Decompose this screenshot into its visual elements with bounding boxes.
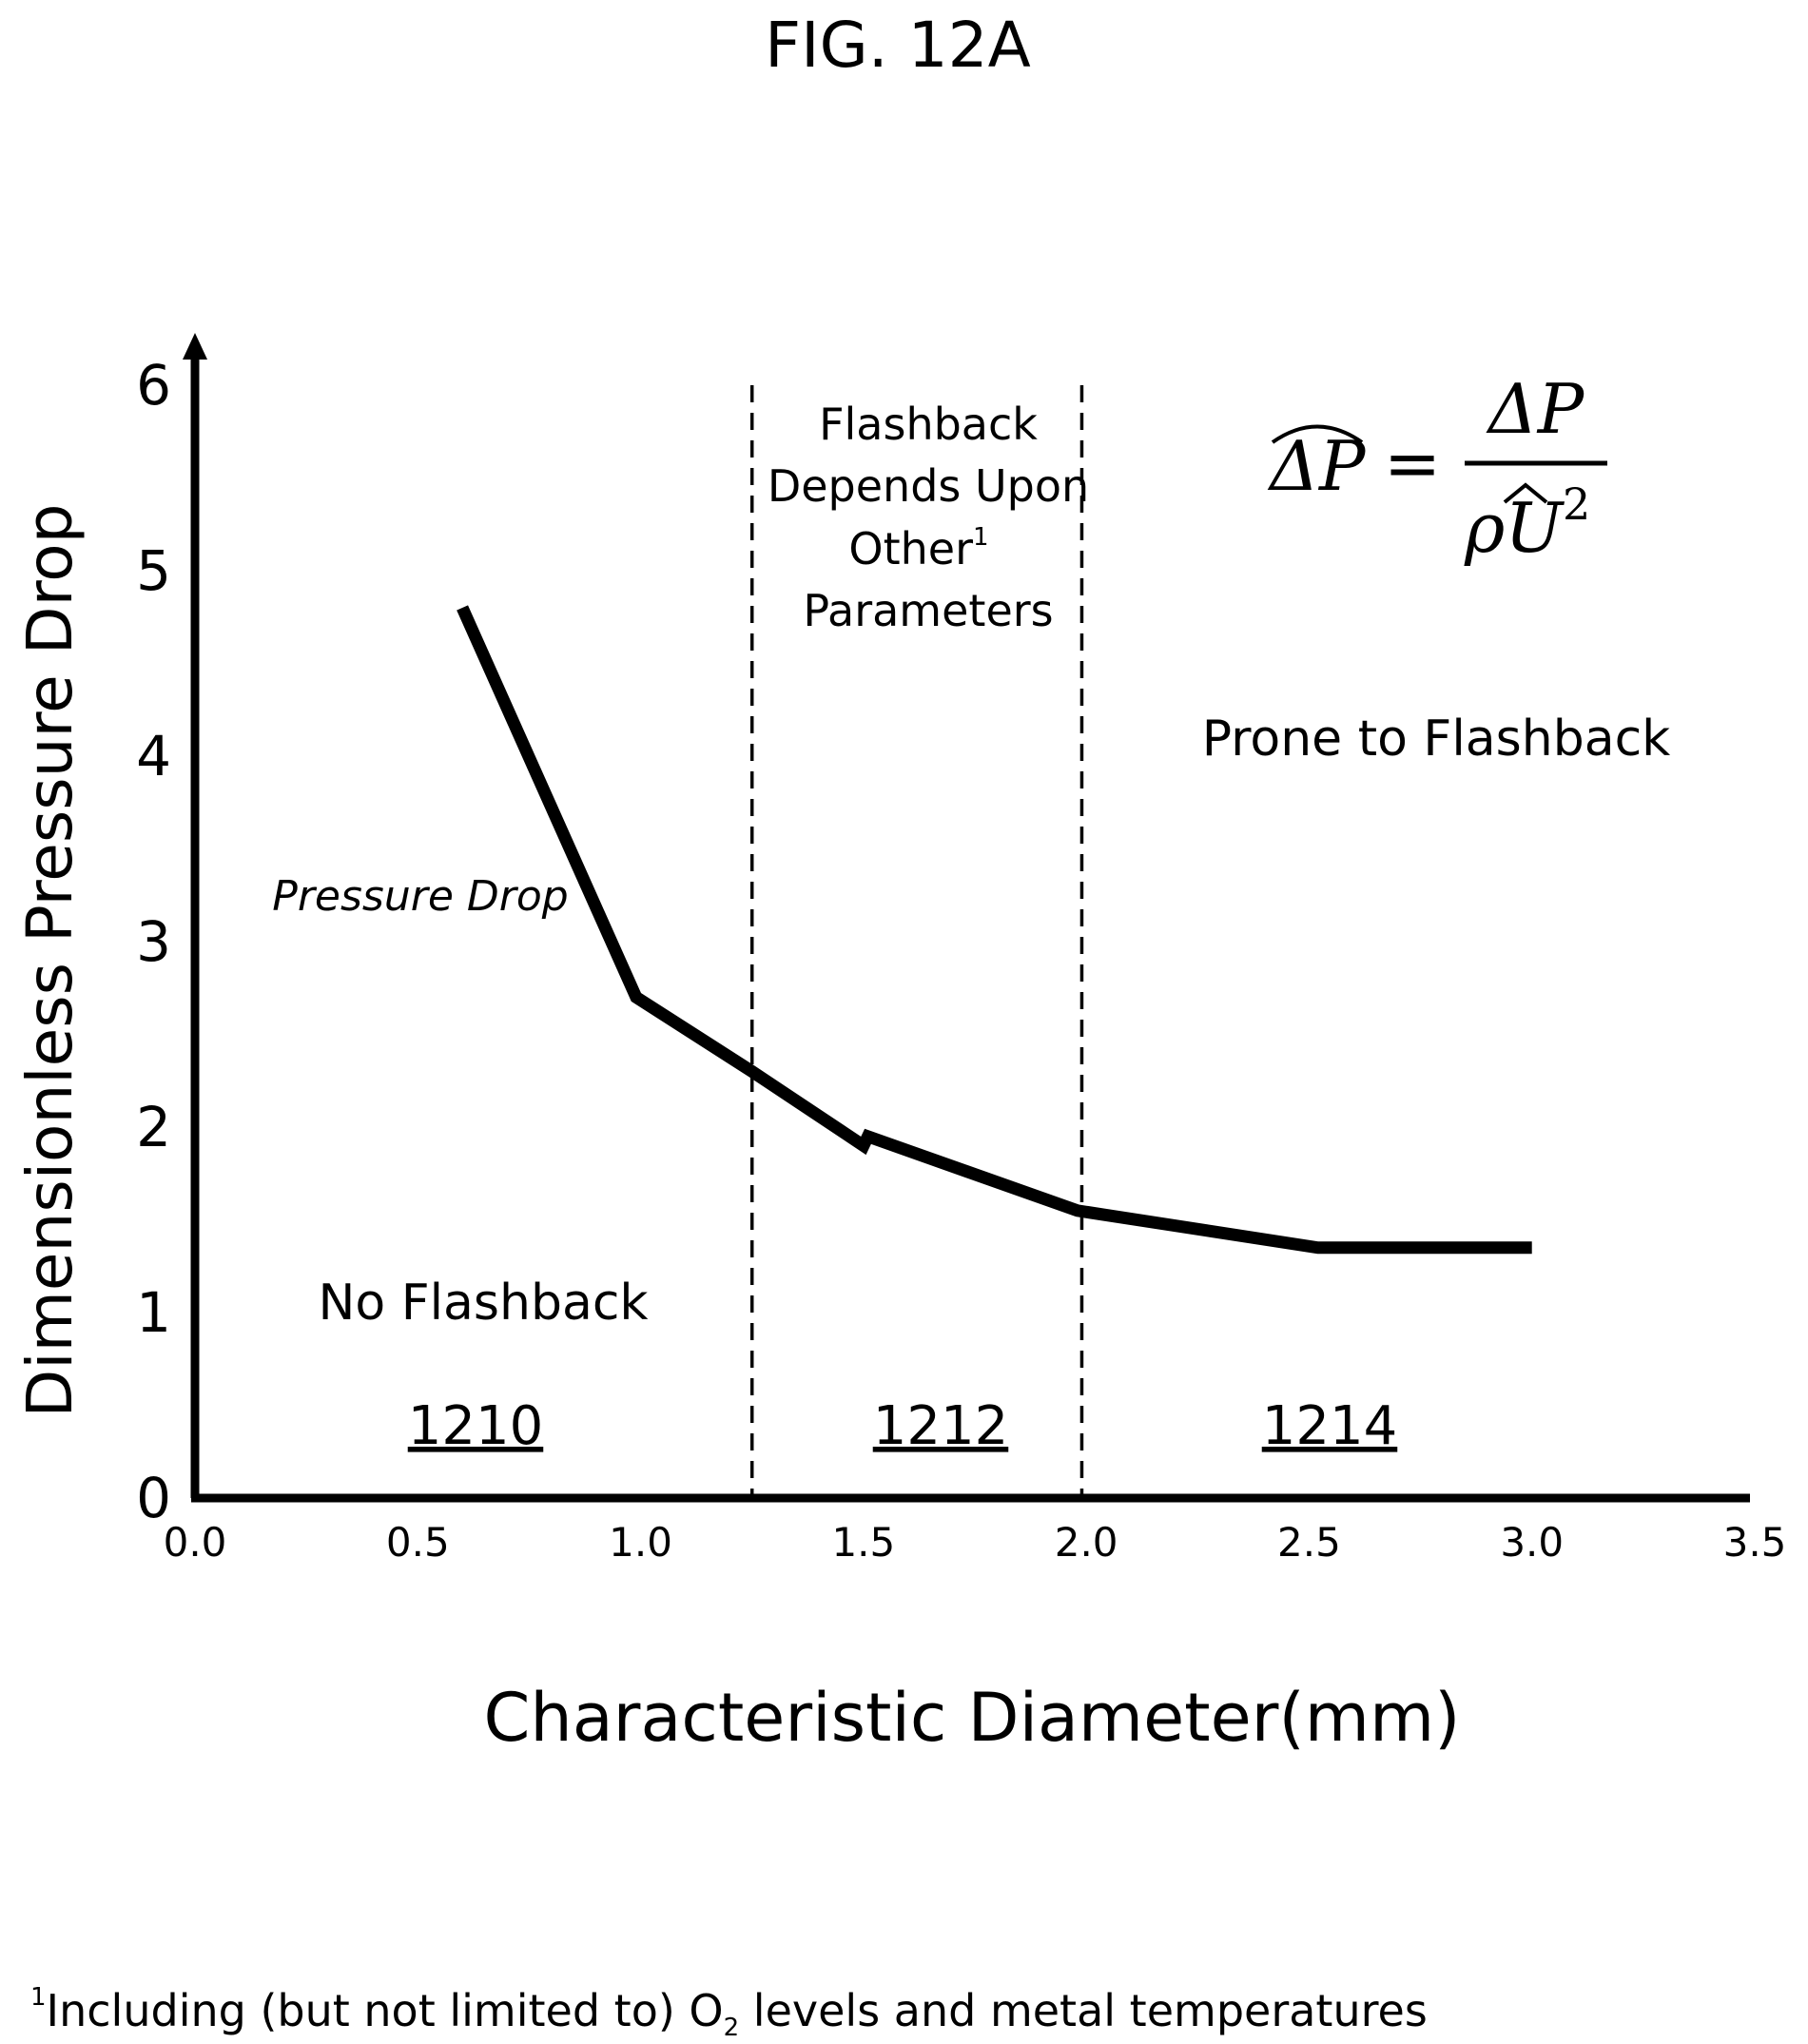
region-middle-line-3: Other1 [848,523,988,574]
x-tick-label: 0.0 [164,1519,227,1566]
x-tick-label: 1.5 [831,1519,895,1566]
region-boundaries [749,385,1084,1498]
footnote: 1Including (but not limited to) O2 level… [30,1983,1428,2042]
footnote-marker: 1 [973,523,989,552]
x-axis-title: Characteristic Diameter(mm) [484,1679,1461,1757]
formula-denominator: ρU2 [1464,478,1590,568]
formula-lhs-hat [1271,424,1364,444]
region-middle-line-1: Flashback [819,399,1038,450]
x-tick-label: 0.5 [386,1519,450,1566]
region-middle-line-2: Depends Upon [768,460,1089,512]
region-right-label: Prone to Flashback [1202,711,1671,768]
formula-denominator-hat [1503,482,1548,504]
y-tick-label: 2 [136,1095,171,1159]
formula-numerator: ΔP [1486,369,1585,449]
footnote-text-before: Including (but not limited to) O [46,1985,724,2036]
formula-exponent: 2 [1563,478,1590,530]
ref-1210: 1210 [408,1395,544,1457]
footnote-subscript: 2 [723,2014,740,2042]
y-tick-label: 4 [136,724,171,788]
footnote-text-after: levels and metal temperatures [739,1985,1428,2036]
y-tick-label: 0 [136,1466,171,1530]
x-tick-label: 2.0 [1055,1519,1118,1566]
formula-equals: = [1384,423,1441,503]
formula: ΔP = ΔP ρU2 [1267,369,1607,568]
series-layer [457,605,1532,1255]
series-line [457,605,1532,1255]
footnote-marker-superscript: 1 [30,1983,47,2012]
axes [183,333,1750,1503]
y-tick-label: 5 [136,538,171,603]
y-tick-label: 6 [136,353,171,418]
region-left-label: No Flashback [318,1275,648,1332]
y-tick-labels: 0 1 2 3 4 5 6 [136,353,171,1530]
y-tick-label: 1 [136,1280,171,1345]
x-tick-label: 3.5 [1723,1519,1787,1566]
x-tick-label: 3.0 [1500,1519,1564,1566]
figure-label: FIG. 12A [765,9,1031,82]
curve-label: Pressure Drop [272,872,568,921]
y-axis-title: Dimensionless Pressure Drop [13,503,87,1417]
y-axis-arrowhead [183,333,207,360]
x-tick-label: 2.5 [1277,1519,1341,1566]
x-tick-label: 1.0 [609,1519,672,1566]
x-tick-labels: 0.0 0.5 1.0 1.5 2.0 2.5 3.0 3.5 [164,1519,1787,1566]
formula-lhs: ΔP [1267,426,1367,506]
ref-1214: 1214 [1262,1395,1398,1457]
ref-1212: 1212 [873,1395,1009,1457]
y-tick-label: 3 [136,909,171,974]
region-middle-line-4: Parameters [803,585,1053,636]
